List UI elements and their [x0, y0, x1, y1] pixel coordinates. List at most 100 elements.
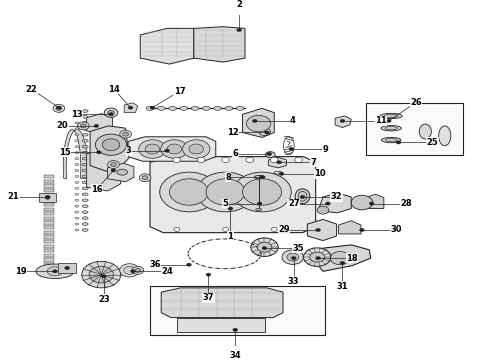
Ellipse shape: [75, 140, 79, 142]
Ellipse shape: [82, 145, 88, 148]
Text: 5: 5: [222, 199, 228, 208]
Ellipse shape: [274, 171, 283, 174]
Circle shape: [270, 157, 278, 163]
Ellipse shape: [75, 122, 79, 124]
Circle shape: [222, 228, 228, 231]
Circle shape: [243, 179, 282, 205]
Polygon shape: [36, 264, 74, 279]
Text: 24: 24: [161, 267, 173, 276]
Circle shape: [287, 253, 298, 261]
Ellipse shape: [82, 127, 88, 130]
Circle shape: [174, 228, 180, 231]
Ellipse shape: [381, 126, 401, 131]
Circle shape: [111, 169, 116, 172]
Circle shape: [317, 206, 329, 214]
Ellipse shape: [82, 134, 88, 136]
Circle shape: [310, 252, 324, 262]
Circle shape: [282, 250, 303, 264]
Bar: [44, 240, 54, 243]
Text: 17: 17: [174, 86, 186, 95]
Ellipse shape: [146, 106, 154, 111]
Text: 32: 32: [331, 193, 343, 202]
Text: 14: 14: [108, 85, 120, 94]
Polygon shape: [87, 147, 121, 191]
Circle shape: [340, 261, 345, 265]
Polygon shape: [318, 193, 351, 213]
Ellipse shape: [82, 223, 88, 225]
Polygon shape: [63, 130, 88, 178]
Bar: [44, 175, 54, 179]
Text: 15: 15: [59, 148, 71, 157]
Bar: [44, 184, 54, 188]
Polygon shape: [48, 267, 63, 276]
Bar: [44, 180, 54, 183]
Circle shape: [206, 179, 245, 205]
Circle shape: [142, 176, 148, 180]
Circle shape: [56, 106, 61, 109]
Circle shape: [303, 248, 331, 266]
Circle shape: [130, 270, 135, 273]
Circle shape: [135, 268, 141, 272]
Polygon shape: [365, 194, 384, 208]
Ellipse shape: [75, 217, 79, 219]
Bar: [44, 231, 54, 234]
Ellipse shape: [202, 106, 210, 111]
Circle shape: [325, 202, 330, 205]
Circle shape: [108, 161, 119, 168]
Circle shape: [197, 157, 205, 163]
Circle shape: [183, 140, 210, 158]
Circle shape: [109, 113, 114, 116]
Circle shape: [294, 157, 302, 163]
Text: 12: 12: [227, 128, 239, 137]
Circle shape: [139, 140, 166, 158]
Circle shape: [167, 144, 182, 154]
Bar: [44, 258, 54, 262]
Bar: [44, 217, 54, 220]
Ellipse shape: [117, 169, 127, 175]
Ellipse shape: [385, 114, 398, 118]
Ellipse shape: [82, 139, 88, 142]
Text: 35: 35: [293, 244, 304, 253]
Polygon shape: [124, 103, 138, 113]
Circle shape: [233, 172, 291, 212]
Text: 8: 8: [225, 172, 231, 181]
Ellipse shape: [75, 223, 79, 225]
Circle shape: [267, 152, 272, 156]
Circle shape: [189, 144, 203, 154]
Text: 18: 18: [346, 253, 358, 262]
Circle shape: [187, 263, 192, 266]
Text: 1: 1: [227, 232, 233, 241]
Text: 34: 34: [229, 351, 241, 360]
Text: 20: 20: [56, 121, 68, 130]
Circle shape: [396, 141, 401, 144]
Circle shape: [123, 266, 135, 274]
Circle shape: [120, 264, 139, 277]
Bar: [44, 235, 54, 239]
Text: 29: 29: [278, 225, 290, 234]
Ellipse shape: [381, 138, 401, 143]
Text: 28: 28: [400, 199, 412, 208]
Ellipse shape: [75, 193, 79, 195]
Ellipse shape: [82, 175, 88, 178]
Polygon shape: [194, 27, 245, 62]
Circle shape: [237, 28, 242, 32]
Ellipse shape: [75, 181, 79, 183]
Polygon shape: [58, 264, 76, 273]
Ellipse shape: [254, 175, 265, 179]
Circle shape: [101, 275, 106, 278]
Ellipse shape: [180, 106, 188, 111]
Text: 3: 3: [126, 146, 132, 155]
Text: 16: 16: [91, 185, 103, 194]
Text: 4: 4: [290, 116, 296, 125]
Polygon shape: [339, 221, 361, 234]
Circle shape: [257, 242, 272, 252]
Ellipse shape: [236, 106, 244, 111]
Ellipse shape: [82, 193, 88, 195]
Circle shape: [160, 172, 218, 212]
Bar: [44, 254, 54, 257]
Circle shape: [120, 130, 131, 138]
Ellipse shape: [380, 113, 402, 118]
Ellipse shape: [75, 110, 79, 112]
Ellipse shape: [82, 205, 88, 207]
Ellipse shape: [82, 122, 88, 124]
